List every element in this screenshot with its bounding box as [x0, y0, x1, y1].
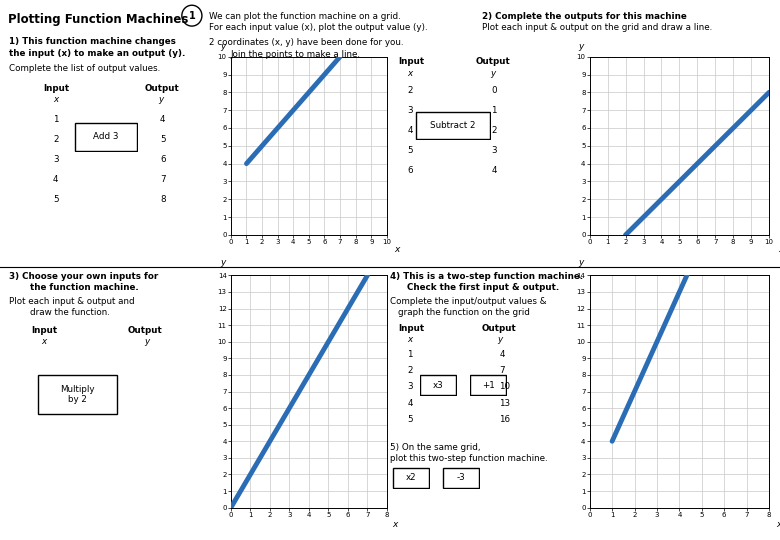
Text: 1: 1 — [53, 115, 58, 124]
FancyBboxPatch shape — [470, 375, 506, 395]
Text: 7: 7 — [160, 176, 165, 185]
Text: Input: Input — [398, 57, 424, 66]
Text: y: y — [490, 69, 495, 78]
Text: 2: 2 — [491, 126, 497, 135]
Text: Complete the input/output values &: Complete the input/output values & — [390, 297, 547, 306]
Text: Add 3: Add 3 — [94, 132, 119, 141]
Text: 0: 0 — [491, 86, 497, 96]
Text: x2: x2 — [406, 474, 417, 482]
Text: x: x — [778, 245, 780, 254]
Text: x: x — [393, 519, 398, 529]
Text: y: y — [144, 337, 150, 346]
Text: 5: 5 — [407, 415, 413, 424]
Text: 10: 10 — [499, 382, 510, 392]
Text: x: x — [407, 69, 413, 78]
Text: 5: 5 — [53, 195, 58, 205]
Text: Plot each input & output on the grid and draw a line.: Plot each input & output on the grid and… — [482, 23, 712, 32]
Text: +1: +1 — [482, 381, 495, 389]
Text: 1: 1 — [491, 106, 497, 116]
Text: Multiply
by 2: Multiply by 2 — [60, 384, 95, 404]
Text: Join the points to make a line.: Join the points to make a line. — [231, 50, 361, 59]
Text: x3: x3 — [433, 381, 444, 389]
Text: 4: 4 — [160, 115, 165, 124]
Text: 1: 1 — [189, 11, 195, 21]
Text: Input: Input — [43, 84, 69, 93]
Text: 2: 2 — [407, 366, 413, 375]
Text: graph the function on the grid: graph the function on the grid — [398, 308, 530, 317]
Text: 7: 7 — [499, 366, 505, 375]
Text: Output: Output — [482, 324, 517, 333]
Text: the input (x) to make an output (y).: the input (x) to make an output (y). — [9, 49, 186, 58]
Text: 13: 13 — [499, 399, 510, 408]
Text: Plot each input & output and: Plot each input & output and — [9, 297, 135, 306]
Text: y: y — [578, 42, 583, 51]
FancyBboxPatch shape — [443, 468, 479, 488]
Text: For each input value (x), plot the output value (y).: For each input value (x), plot the outpu… — [209, 23, 427, 32]
Text: x: x — [776, 519, 780, 529]
Text: Output: Output — [476, 57, 511, 66]
FancyBboxPatch shape — [393, 468, 429, 488]
Text: 5) On the same grid,: 5) On the same grid, — [390, 443, 480, 452]
Text: y: y — [498, 335, 503, 345]
Text: Input: Input — [31, 326, 57, 335]
Text: Output: Output — [144, 84, 179, 93]
Text: 3) Choose your own inputs for: 3) Choose your own inputs for — [9, 272, 158, 281]
FancyBboxPatch shape — [38, 375, 117, 414]
FancyBboxPatch shape — [420, 375, 456, 395]
Text: 5: 5 — [160, 135, 165, 144]
Text: 4: 4 — [407, 126, 413, 135]
Text: x: x — [53, 95, 58, 104]
Text: 2) Complete the outputs for this machine: 2) Complete the outputs for this machine — [482, 12, 686, 21]
Text: 2: 2 — [407, 86, 413, 96]
Text: 6: 6 — [407, 166, 413, 175]
Text: x: x — [407, 335, 413, 345]
Text: x: x — [41, 337, 47, 346]
Text: the function machine.: the function machine. — [30, 283, 138, 292]
Text: 4: 4 — [499, 350, 505, 359]
Text: y: y — [221, 258, 225, 267]
Text: 4: 4 — [491, 166, 497, 175]
Text: 3: 3 — [407, 106, 413, 116]
Text: 5: 5 — [407, 146, 413, 155]
Text: We can plot the function machine on a grid.: We can plot the function machine on a gr… — [209, 12, 401, 21]
Text: Complete the list of output values.: Complete the list of output values. — [9, 64, 161, 73]
Text: 3: 3 — [53, 155, 58, 164]
Text: 2: 2 — [53, 135, 58, 144]
Text: 8: 8 — [160, 195, 165, 205]
Text: 4: 4 — [53, 176, 58, 185]
Text: 2 coordinates (x, y) have been done for you.: 2 coordinates (x, y) have been done for … — [209, 38, 403, 47]
Text: 6: 6 — [160, 155, 165, 164]
Text: y: y — [578, 258, 583, 267]
FancyBboxPatch shape — [417, 112, 490, 139]
Text: draw the function.: draw the function. — [30, 308, 109, 317]
Text: Check the first input & output.: Check the first input & output. — [407, 283, 559, 292]
Text: plot this two-step function machine.: plot this two-step function machine. — [390, 454, 548, 463]
Text: -3: -3 — [456, 474, 466, 482]
Text: 1: 1 — [407, 350, 413, 359]
Text: 3: 3 — [491, 146, 497, 155]
Text: x: x — [395, 245, 400, 254]
Text: 3: 3 — [407, 382, 413, 392]
Text: 16: 16 — [499, 415, 510, 424]
Text: 1) This function machine changes: 1) This function machine changes — [9, 37, 176, 46]
Text: 4: 4 — [407, 399, 413, 408]
Text: Subtract 2: Subtract 2 — [431, 121, 476, 130]
Text: y: y — [158, 95, 164, 104]
Text: Output: Output — [127, 326, 162, 335]
Text: y: y — [221, 42, 225, 51]
FancyBboxPatch shape — [76, 123, 136, 151]
Text: Input: Input — [398, 324, 424, 333]
Text: 4) This is a two-step function machine.: 4) This is a two-step function machine. — [390, 272, 583, 281]
Text: Plotting Function Machines: Plotting Function Machines — [8, 14, 188, 26]
